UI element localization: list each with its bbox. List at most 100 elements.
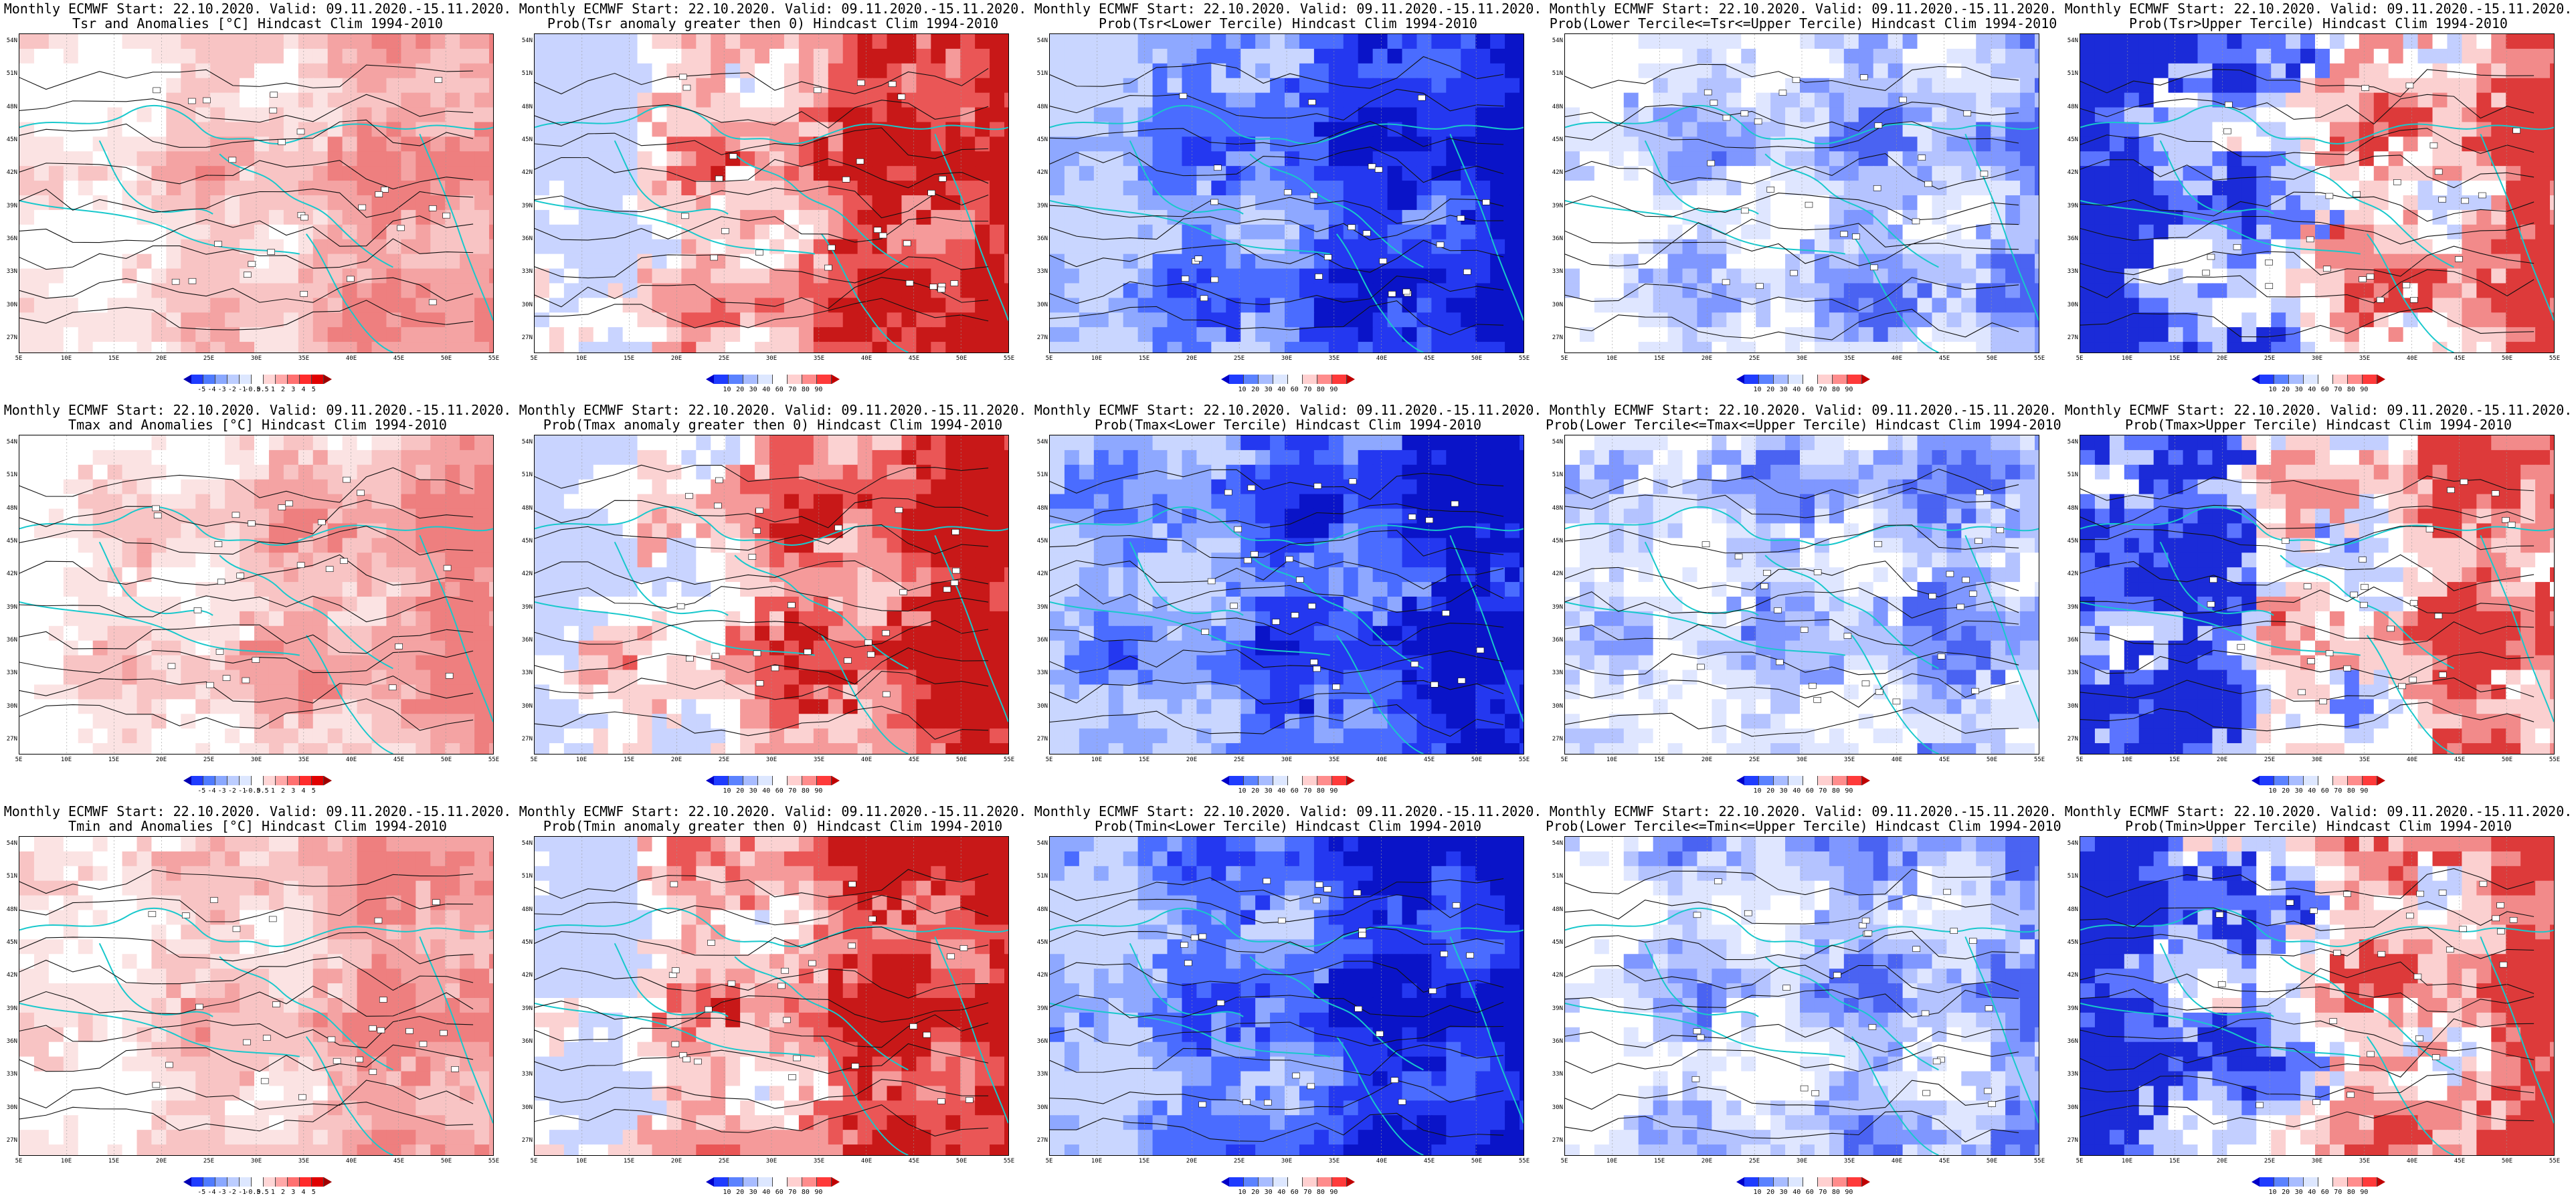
longitude-label: 40E [1891,1158,1903,1165]
longitude-label: 45E [908,1158,920,1165]
longitude-label: 50E [1471,355,1483,362]
colorbar-segment [300,375,312,384]
latitude-label: 36N [6,1038,17,1045]
panel-subtitle: Prob(Lower Tercile<=Tsr<=Upper Tercile) … [1549,15,2057,31]
colorbar-segment [191,1177,203,1187]
colorbar-segment [240,375,252,384]
latitude-label: 51N [1036,873,1048,880]
latitude-label: 27N [1036,736,1048,742]
colorbar-label: -0.5 [244,386,261,393]
colorbar-segment [2304,375,2318,384]
longitude-label: 55E [1003,355,1015,362]
colorbar-max-arrow [832,776,840,785]
colorbar-max-arrow [324,776,332,785]
colorbar-label: -4 [207,1189,216,1196]
colorbar-segment [288,1177,300,1187]
colorbar-label: -5 [197,1189,206,1196]
map-panel: Monthly ECMWF Start: 22.10.2020. Valid: … [1546,803,2061,1204]
latitude-label: 33N [1552,1071,1563,1078]
latitude-label: 33N [6,670,17,677]
colorbar [706,776,840,785]
colorbar-segment [1833,776,1847,785]
colorbar-max-arrow [2377,1177,2385,1187]
colorbar-label: 1 [270,787,275,795]
panel-header: Monthly ECMWF Start: 22.10.2020. Valid: … [1034,803,1542,819]
colorbar-label: -3 [217,1189,226,1196]
longitude-label: 55E [2033,1158,2045,1165]
longitude-label: 40E [2406,355,2418,362]
longitude-label: 25E [203,757,215,763]
colorbar-label: 90 [1845,1189,1853,1196]
colorbar-max-arrow [1347,1177,1355,1187]
panel-subtitle: Prob(Tsr>Upper Tercile) Hindcast Clim 19… [2129,15,2508,31]
longitude-label: 15E [623,355,635,362]
latitude-label: 54N [1036,439,1048,445]
panel-subtitle: Tsr and Anomalies [°C] Hindcast Clim 199… [72,15,443,31]
longitude-label: 35E [813,757,825,763]
colorbar-label: -2 [227,787,236,795]
colorbar-label: 60 [2320,787,2329,795]
forecast-map [19,435,494,755]
colorbar-label: 40 [1792,386,1801,393]
colorbar-min-arrow [183,776,191,785]
longitude-label: 55E [1003,1158,1015,1165]
longitude-label: 55E [2033,355,2045,362]
colorbar-segment [1803,375,1818,384]
latitude-label: 33N [6,1071,17,1078]
colorbar-label: 60 [2320,1189,2329,1196]
forecast-map [534,33,1009,353]
colorbar-label: -2 [227,386,236,393]
forecast-map [2080,836,2555,1156]
colorbar-segment [1303,776,1317,785]
longitude-label: 45E [1938,355,1950,362]
colorbar-segment [1744,375,1759,384]
longitude-label: 15E [108,355,120,362]
latitude-label: 45N [2067,538,2078,544]
colorbar-segment [1303,1177,1317,1187]
colorbar-min-arrow [1736,1177,1744,1187]
longitude-label: 20E [1186,757,1198,763]
colorbar-min-arrow [2251,1177,2260,1187]
latitude-label: 39N [1036,202,1048,209]
latitude-label: 45N [521,538,533,544]
latitude-label: 30N [1552,702,1563,710]
longitude-label: 45E [1423,1158,1435,1165]
longitude-label: 15E [108,757,120,763]
colorbar-segment [2348,375,2363,384]
colorbar-label: 90 [2360,386,2369,393]
latitude-label: 48N [1036,103,1048,110]
longitude-label: 55E [1518,757,1530,763]
longitude-label: 15E [2169,355,2181,362]
latitude-label: 39N [2067,1005,2078,1012]
colorbar-max-arrow [324,1177,332,1187]
latitude-label: 33N [1036,670,1048,677]
latitude-label: 48N [2067,906,2078,913]
longitude-label: 5E [530,355,538,362]
longitude-label: 10E [1606,1158,1618,1165]
longitude-label: 35E [1843,1158,1855,1165]
latitude-label: 30N [1036,301,1048,308]
longitude-label: 50E [1471,1158,1483,1165]
colorbar-label: 70 [788,386,797,393]
longitude-label: 10E [575,1158,587,1165]
colorbar-label: 70 [788,1189,797,1196]
latitude-label: 48N [1036,504,1048,512]
latitude-label: 39N [2067,603,2078,611]
panel-subtitle: Prob(Tmax<Lower Tercile) Hindcast Clim 1… [1095,417,1481,433]
longitude-label: 55E [2549,355,2561,362]
colorbar-label: 20 [1251,386,1260,393]
colorbar-label: 40 [2308,787,2316,795]
colorbar [2251,776,2385,785]
latitude-label: 48N [6,906,17,913]
colorbar-label: 20 [1766,787,1775,795]
latitude-label: 54N [521,840,533,847]
map-panel: Monthly ECMWF Start: 22.10.2020. Valid: … [1546,0,2061,401]
colorbar-label: -4 [207,386,216,393]
latitude-label: 48N [1552,504,1563,512]
longitude-label: 25E [718,1158,730,1165]
map-panel: Monthly ECMWF Start: 22.10.2020. Valid: … [1030,401,1546,803]
latitude-label: 54N [521,439,533,445]
longitude-label: 5E [2076,1158,2084,1165]
panel-header: Monthly ECMWF Start: 22.10.2020. Valid: … [519,803,1027,819]
latitude-label: 33N [1552,670,1563,677]
